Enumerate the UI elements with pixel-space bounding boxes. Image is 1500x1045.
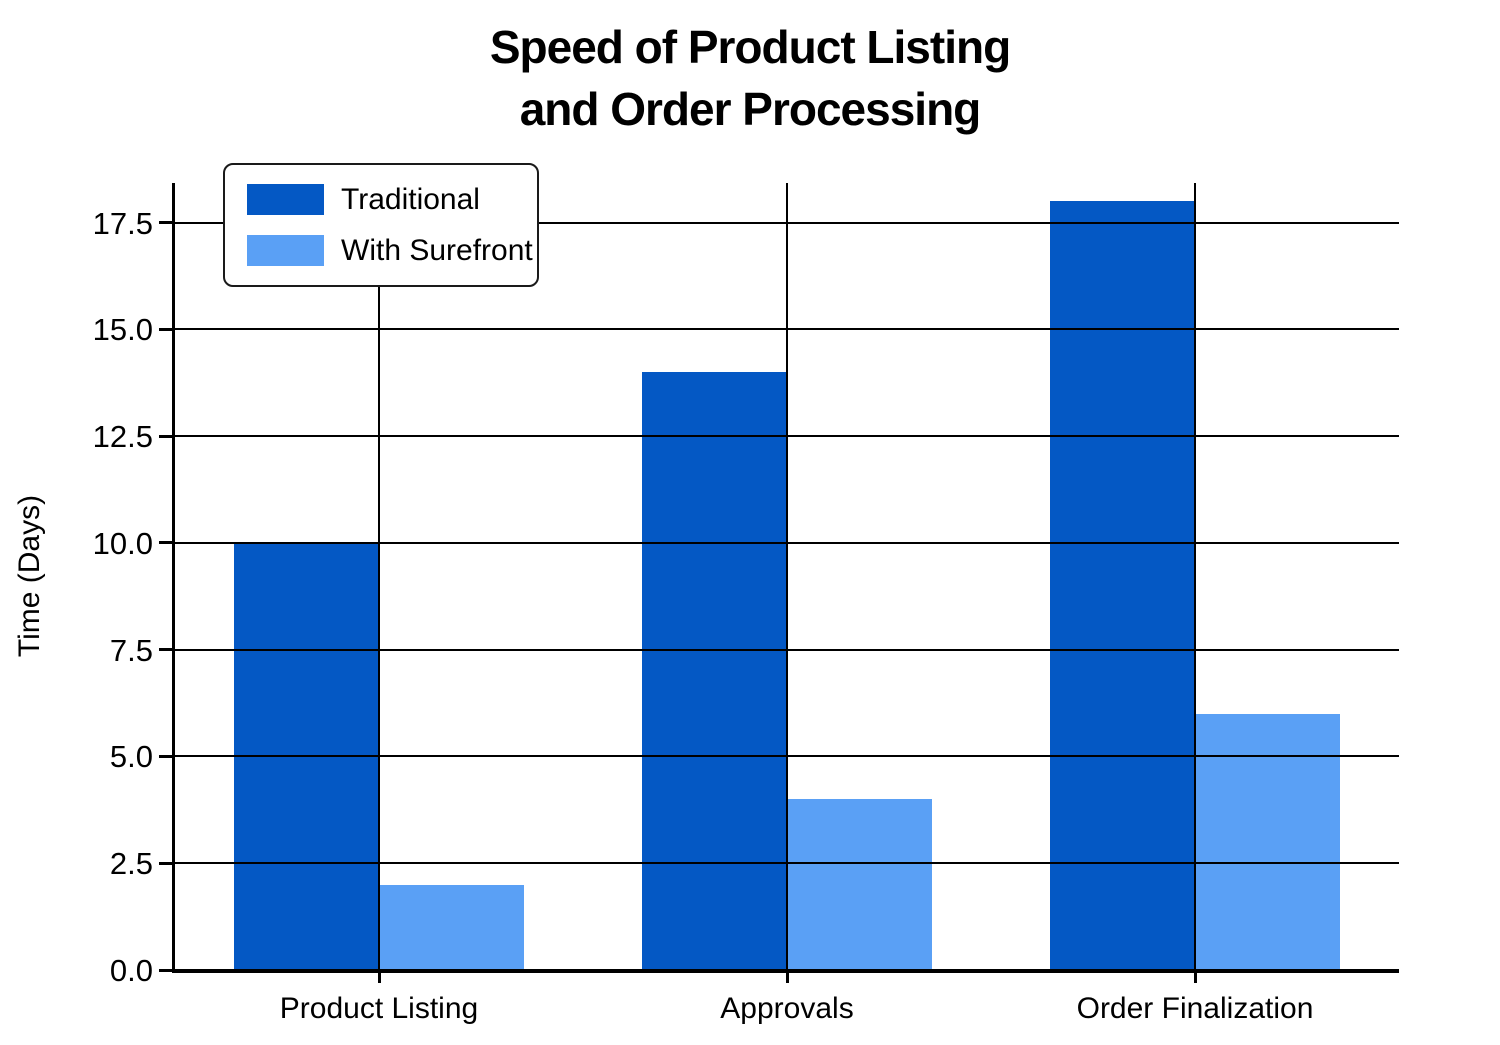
- bar-with-surefront-1: [787, 799, 932, 970]
- legend-swatch-traditional: [247, 184, 324, 215]
- y-tick-mark: [159, 221, 172, 225]
- legend: Traditional With Surefront: [223, 163, 539, 287]
- y-tick-label: 7.5: [109, 632, 153, 668]
- y-tick-mark: [159, 648, 172, 652]
- y-tick-mark: [159, 968, 172, 972]
- y-tick-mark: [159, 327, 172, 331]
- bar-traditional-2: [1050, 201, 1195, 970]
- legend-label: With Surefront: [341, 233, 533, 267]
- y-tick-mark: [159, 541, 172, 545]
- x-tick-label-1: Approvals: [720, 992, 854, 1025]
- x-tick-mark: [1193, 973, 1197, 983]
- chart-title-line-2: and Order Processing: [519, 83, 982, 135]
- legend-entry-with-surefront: With Surefront: [247, 234, 537, 268]
- y-tick-label: 0.0: [109, 953, 153, 988]
- x-axis-line: [172, 970, 1399, 973]
- y-tick-mark: [159, 434, 172, 438]
- chart-title: Speed of Product Listing and Order Proce…: [0, 16, 1500, 140]
- x-tick-label-2: Order Finalization: [1076, 992, 1314, 1025]
- legend-label: Traditional: [341, 182, 480, 216]
- bar-traditional-1: [642, 372, 787, 970]
- y-tick-label: 15.0: [92, 312, 153, 348]
- x-tick-mark: [785, 973, 789, 983]
- y-axis-title: Time (Days): [13, 494, 46, 658]
- y-tick-label: 2.5: [109, 846, 153, 882]
- y-tick-label: 5.0: [109, 739, 153, 775]
- legend-swatch-with-surefront: [247, 235, 324, 266]
- y-tick-mark: [159, 861, 172, 865]
- x-tick-label-0: Product Listing: [279, 992, 479, 1025]
- y-tick-mark: [159, 754, 172, 758]
- bar-with-surefront-2: [1195, 714, 1340, 970]
- bar-with-surefront-0: [379, 885, 524, 970]
- plot-area: 0.0 2.5 5.0 7.5 10.0 12.5 15.0 17.5 Product List…: [93, 183, 1399, 1025]
- y-tick-label: 10.0: [92, 525, 153, 561]
- chart-title-line-1: Speed of Product Listing: [489, 21, 1011, 73]
- legend-entry-traditional: Traditional: [247, 183, 537, 217]
- y-tick-label: 17.5: [92, 205, 153, 241]
- bar-traditional-0: [234, 543, 379, 970]
- y-tick-label: 12.5: [92, 419, 153, 455]
- bars-layer: [175, 183, 1399, 970]
- x-tick-mark: [377, 973, 381, 983]
